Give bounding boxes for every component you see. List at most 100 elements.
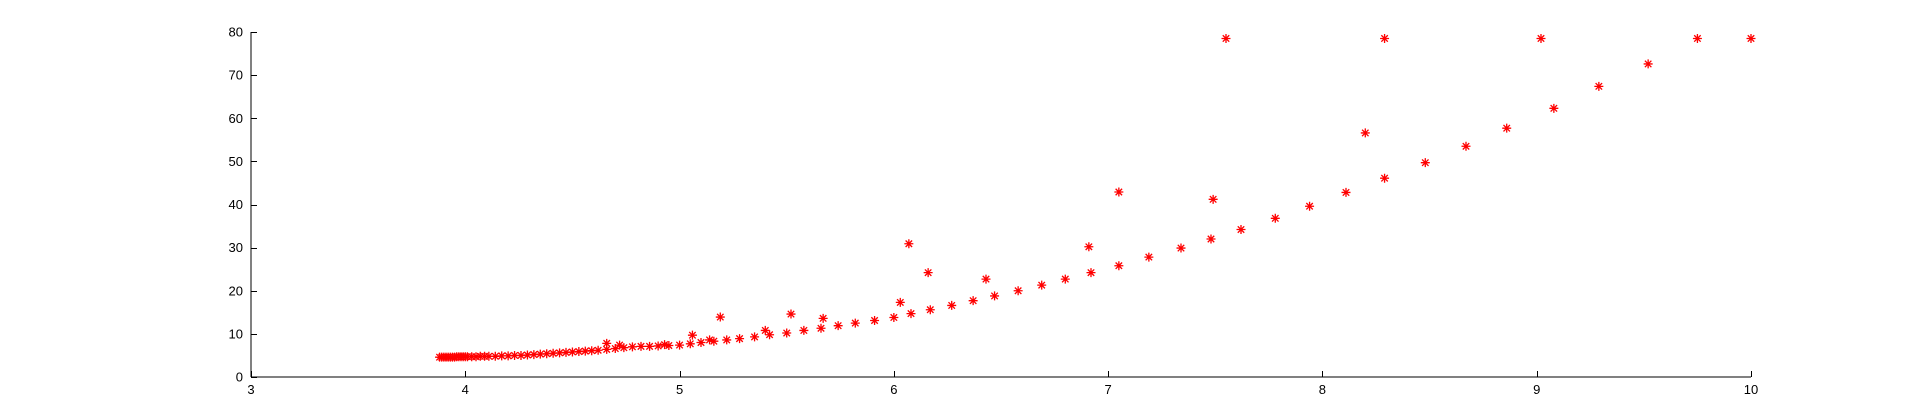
y-tick-label: 60 — [229, 111, 243, 126]
data-point — [1536, 33, 1546, 43]
x-tick-label: 9 — [1533, 382, 1540, 397]
data-point — [816, 323, 826, 333]
data-point — [1013, 286, 1023, 296]
data-point — [1360, 128, 1370, 138]
data-point — [981, 274, 991, 284]
data-point — [889, 312, 899, 322]
data-point — [522, 350, 532, 360]
data-point — [1086, 268, 1096, 278]
data-point — [1502, 123, 1512, 133]
data-point — [516, 350, 526, 360]
data-point — [542, 349, 552, 359]
data-point — [1643, 59, 1653, 69]
x-tick-label: 5 — [676, 382, 683, 397]
data-point — [799, 325, 809, 335]
data-point — [1176, 243, 1186, 253]
y-tick-label: 40 — [229, 197, 243, 212]
data-point — [1420, 158, 1430, 168]
data-points — [435, 33, 1756, 362]
data-point — [968, 296, 978, 306]
data-point — [923, 268, 933, 278]
data-point — [1746, 33, 1756, 43]
data-point — [1206, 234, 1216, 244]
data-point — [870, 316, 880, 326]
data-point — [503, 351, 513, 361]
data-point — [1084, 242, 1094, 252]
data-point — [610, 344, 620, 354]
data-point — [1692, 33, 1702, 43]
data-point — [722, 335, 732, 345]
data-point — [906, 309, 916, 319]
data-point — [1380, 173, 1390, 183]
data-point — [497, 351, 507, 361]
y-tick-label: 80 — [229, 25, 243, 40]
y-tick-label: 20 — [229, 283, 243, 298]
data-point — [687, 330, 697, 340]
data-point — [1144, 252, 1154, 262]
data-point — [1236, 225, 1246, 235]
data-point — [947, 300, 957, 310]
data-point — [709, 336, 719, 346]
data-point — [567, 347, 577, 357]
data-point — [645, 341, 655, 351]
data-point — [1594, 81, 1604, 91]
data-point — [1305, 201, 1315, 211]
data-point — [1221, 33, 1231, 43]
y-tick-label: 10 — [229, 326, 243, 341]
x-tick-label: 3 — [247, 382, 254, 397]
data-point — [627, 342, 637, 352]
axes: 3 4 5 6 7 8 9 10 0 10 20 30 40 50 60 70 80 — [229, 25, 1759, 398]
data-point — [636, 341, 646, 351]
x-tick-label: 7 — [1105, 382, 1112, 397]
data-point — [1114, 261, 1124, 271]
data-point — [602, 344, 612, 354]
x-tick-label: 6 — [890, 382, 897, 397]
data-point — [1037, 280, 1047, 290]
data-point — [705, 335, 715, 345]
data-point — [1461, 141, 1471, 151]
x-tick-label: 8 — [1319, 382, 1326, 397]
data-point — [490, 351, 500, 361]
data-point — [593, 345, 603, 355]
data-point — [715, 312, 725, 322]
data-point — [1114, 187, 1124, 197]
data-point — [685, 339, 695, 349]
y-tick-label: 50 — [229, 154, 243, 169]
data-point — [510, 350, 520, 360]
data-point — [535, 349, 545, 359]
data-point — [925, 305, 935, 315]
data-point — [664, 341, 674, 351]
data-point — [895, 297, 905, 307]
data-point — [786, 309, 796, 319]
data-point — [760, 325, 770, 335]
data-point — [587, 346, 597, 356]
data-point — [548, 348, 558, 358]
data-point — [765, 330, 775, 340]
y-tick-label: 30 — [229, 240, 243, 255]
data-point — [782, 328, 792, 338]
data-point — [904, 239, 914, 249]
data-point — [615, 340, 625, 350]
y-tick-label: 0 — [236, 370, 243, 385]
data-point — [1341, 187, 1351, 197]
data-point — [653, 341, 663, 351]
data-point — [561, 347, 571, 357]
data-point — [696, 338, 706, 347]
data-point — [1549, 103, 1559, 113]
data-point — [574, 347, 584, 357]
data-point — [818, 313, 828, 323]
data-point — [660, 340, 670, 350]
data-point — [580, 346, 590, 356]
data-point — [1060, 274, 1070, 284]
data-point — [735, 334, 745, 344]
data-point — [1270, 213, 1280, 223]
data-point — [750, 332, 760, 342]
data-point — [1208, 194, 1218, 204]
data-point — [484, 351, 494, 361]
y-tick-label: 70 — [229, 68, 243, 83]
data-point — [850, 318, 860, 328]
data-point — [833, 321, 843, 331]
